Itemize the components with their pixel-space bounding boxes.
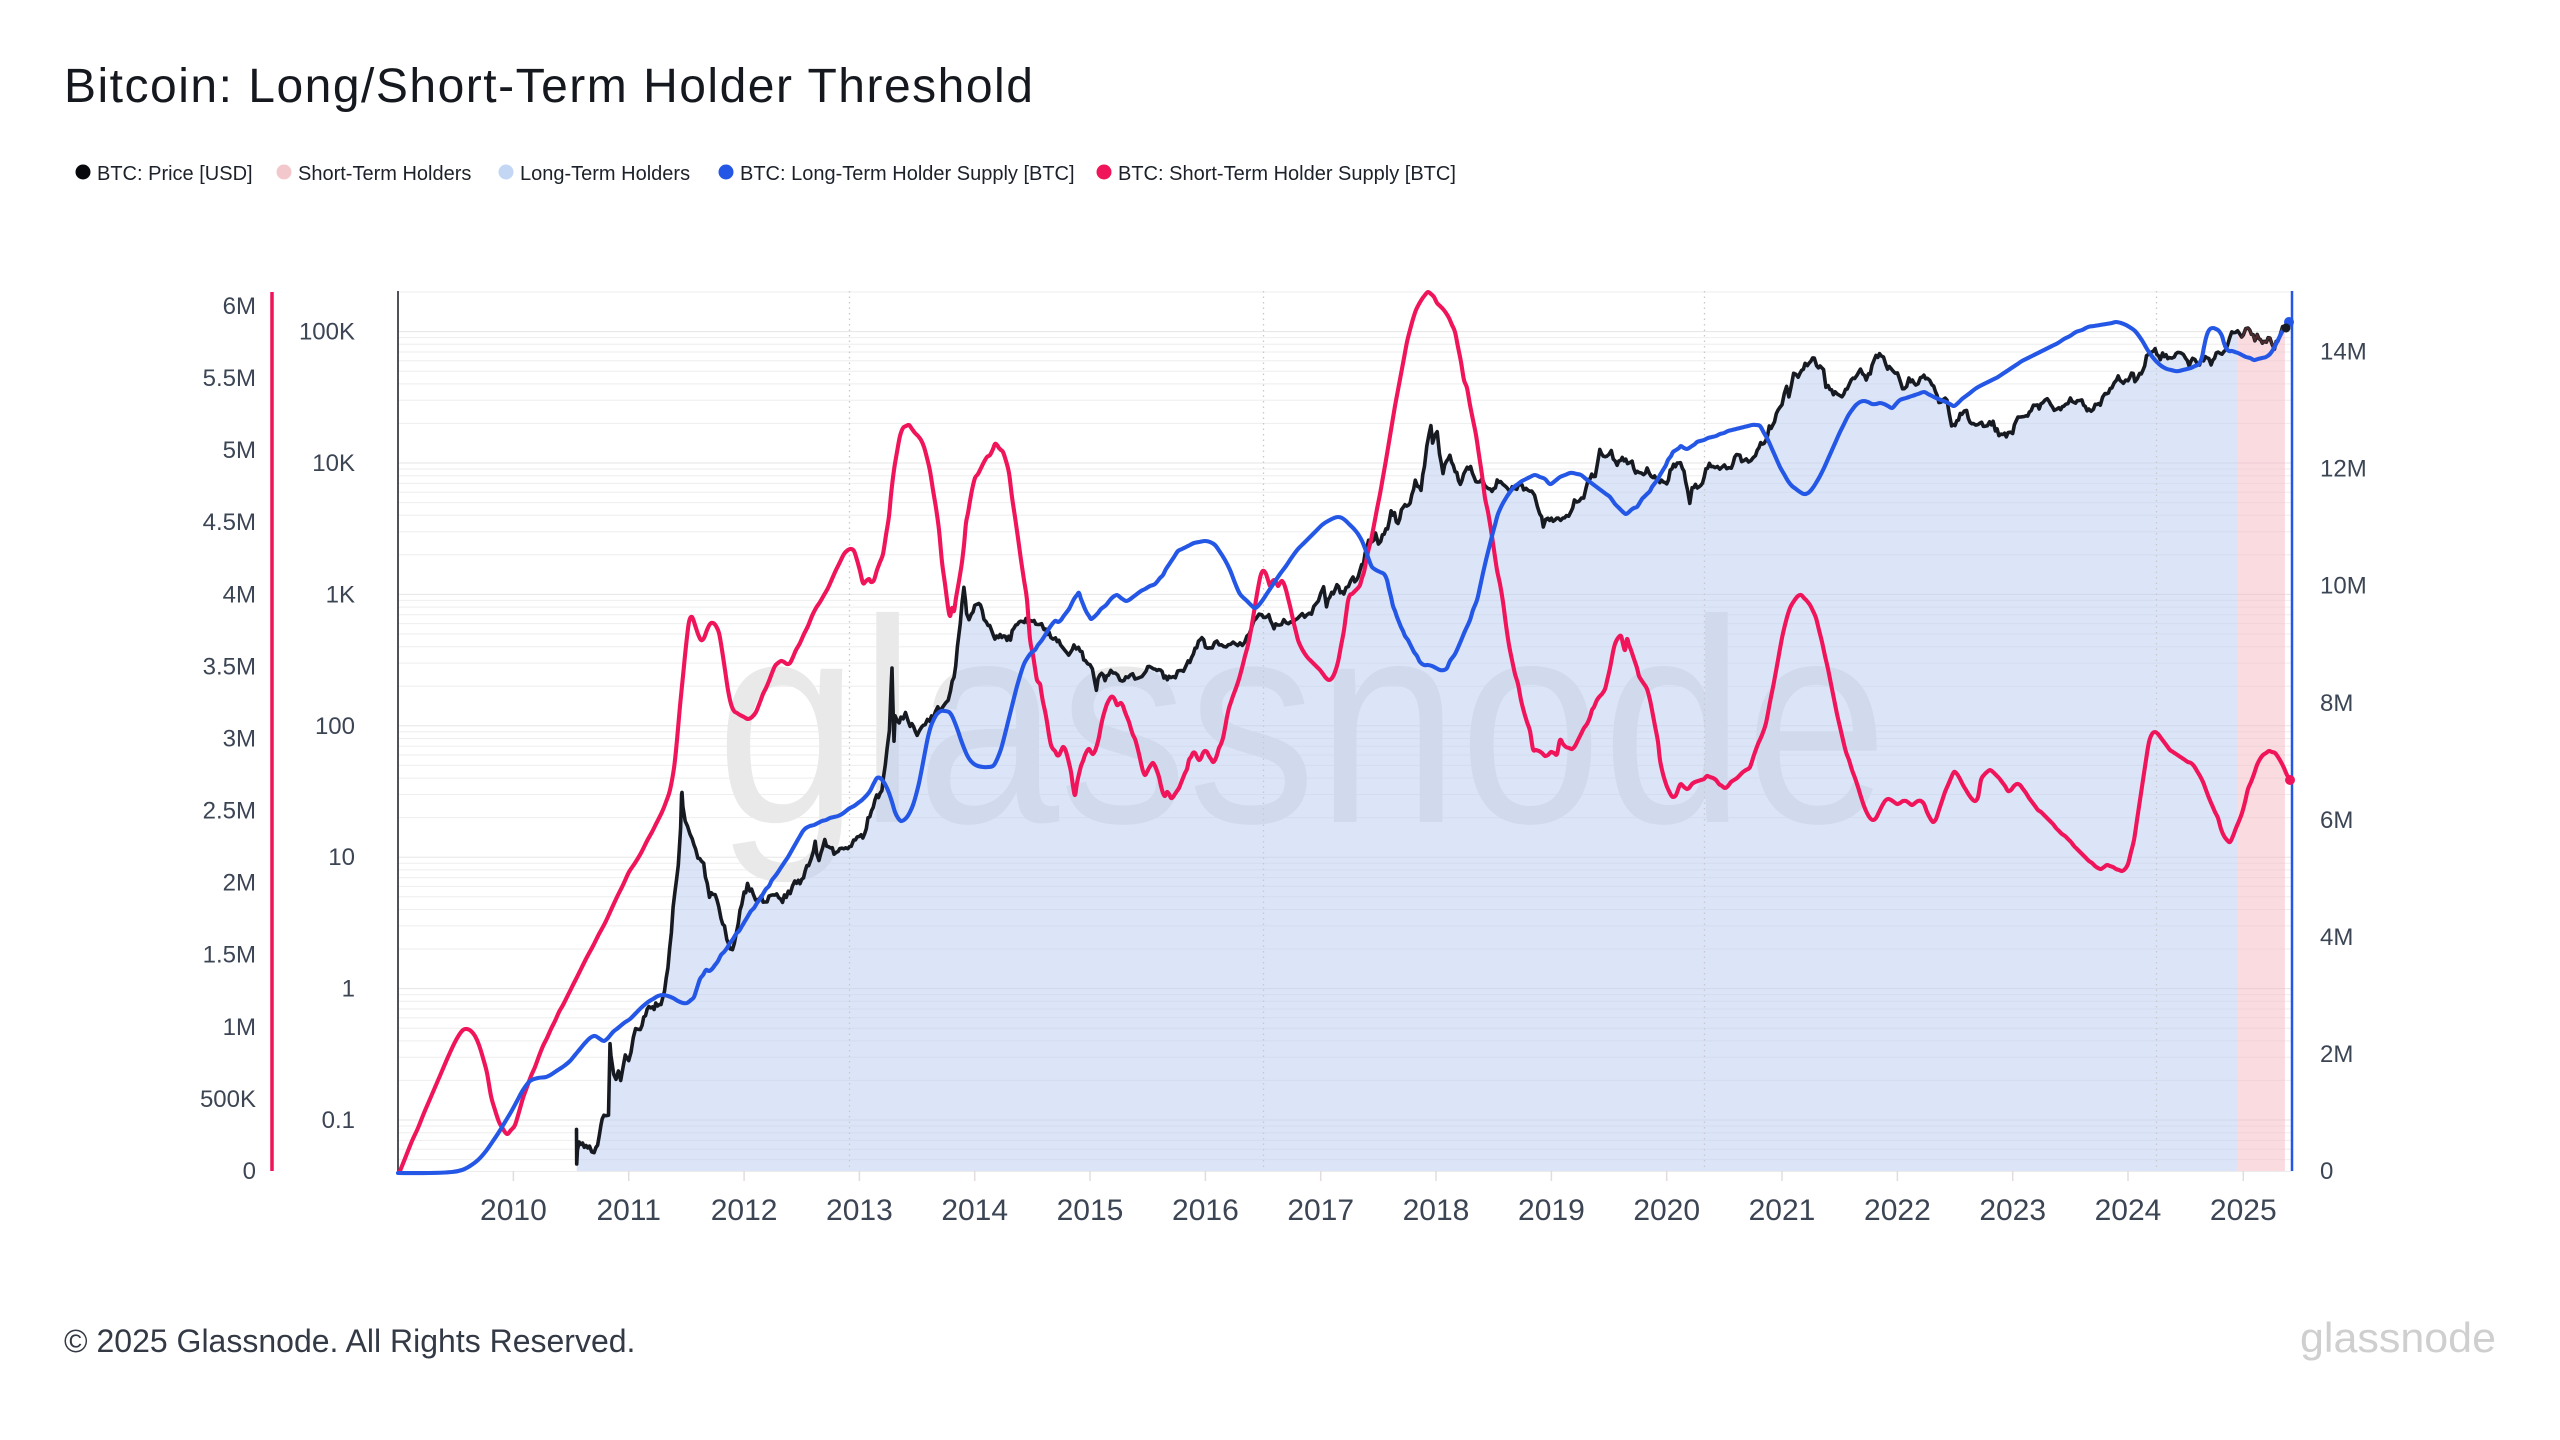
svg-text:3.5M: 3.5M <box>203 653 256 680</box>
svg-text:glassnode: glassnode <box>2300 1314 2496 1361</box>
svg-text:2025: 2025 <box>2210 1194 2277 1227</box>
svg-text:4M: 4M <box>2320 924 2353 951</box>
svg-text:0: 0 <box>243 1158 256 1185</box>
svg-text:1.5M: 1.5M <box>203 942 256 969</box>
svg-text:5.5M: 5.5M <box>203 365 256 392</box>
svg-text:© 2025 Glassnode. All Rights R: © 2025 Glassnode. All Rights Reserved. <box>64 1323 635 1359</box>
svg-text:1M: 1M <box>223 1014 256 1041</box>
svg-text:Short-Term Holders: Short-Term Holders <box>298 163 471 185</box>
svg-text:2013: 2013 <box>826 1194 893 1227</box>
svg-text:2017: 2017 <box>1287 1194 1354 1227</box>
svg-text:2022: 2022 <box>1864 1194 1931 1227</box>
svg-text:6M: 6M <box>223 293 256 320</box>
svg-text:10: 10 <box>328 844 355 871</box>
svg-text:100K: 100K <box>299 319 355 346</box>
svg-text:2012: 2012 <box>711 1194 778 1227</box>
svg-text:0.1: 0.1 <box>322 1107 355 1134</box>
svg-text:2020: 2020 <box>1633 1194 1700 1227</box>
svg-text:2021: 2021 <box>1749 1194 1816 1227</box>
svg-text:2.5M: 2.5M <box>203 798 256 825</box>
svg-text:14M: 14M <box>2320 339 2367 366</box>
svg-text:BTC: Short-Term Holder Supply: BTC: Short-Term Holder Supply [BTC] <box>1118 163 1456 185</box>
svg-text:1K: 1K <box>326 581 355 608</box>
svg-text:2018: 2018 <box>1403 1194 1470 1227</box>
svg-text:2014: 2014 <box>941 1194 1008 1227</box>
svg-text:6M: 6M <box>2320 807 2353 834</box>
svg-text:12M: 12M <box>2320 456 2367 483</box>
svg-text:8M: 8M <box>2320 690 2353 717</box>
svg-text:2023: 2023 <box>1979 1194 2046 1227</box>
svg-text:2019: 2019 <box>1518 1194 1585 1227</box>
svg-text:5M: 5M <box>223 437 256 464</box>
svg-text:2010: 2010 <box>480 1194 547 1227</box>
svg-text:2016: 2016 <box>1172 1194 1239 1227</box>
svg-text:10M: 10M <box>2320 573 2367 600</box>
svg-text:2024: 2024 <box>2095 1194 2162 1227</box>
svg-text:2M: 2M <box>223 870 256 897</box>
svg-text:Long-Term Holders: Long-Term Holders <box>520 163 690 185</box>
svg-text:4M: 4M <box>223 581 256 608</box>
svg-text:10K: 10K <box>312 450 355 477</box>
svg-text:0: 0 <box>2320 1158 2333 1185</box>
svg-text:2015: 2015 <box>1057 1194 1124 1227</box>
svg-text:2011: 2011 <box>596 1194 661 1227</box>
svg-text:3M: 3M <box>223 726 256 753</box>
svg-text:Bitcoin: Long/Short-Term Holde: Bitcoin: Long/Short-Term Holder Threshol… <box>64 60 1034 113</box>
svg-text:100: 100 <box>315 713 355 740</box>
svg-text:1: 1 <box>342 976 355 1003</box>
svg-text:BTC: Price [USD]: BTC: Price [USD] <box>97 163 253 185</box>
svg-text:4.5M: 4.5M <box>203 509 256 536</box>
svg-text:BTC: Long-Term Holder Supply [: BTC: Long-Term Holder Supply [BTC] <box>740 163 1075 185</box>
svg-text:500K: 500K <box>200 1086 256 1113</box>
svg-text:2M: 2M <box>2320 1041 2353 1068</box>
